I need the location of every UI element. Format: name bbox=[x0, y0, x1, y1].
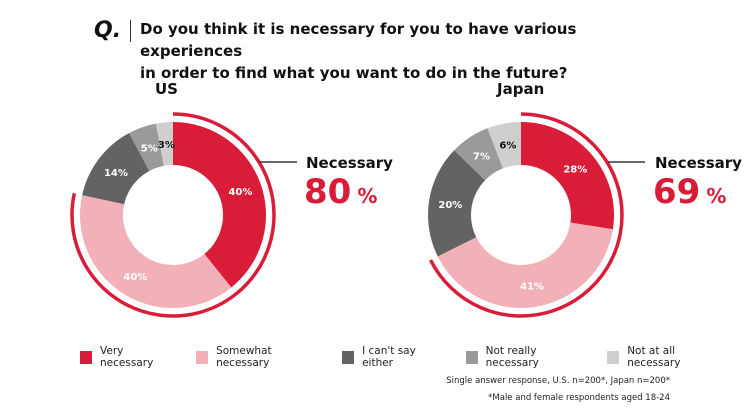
divider bbox=[130, 20, 131, 42]
legend-swatch bbox=[196, 350, 209, 364]
note-respondents: *Male and female respondents aged 18-24 bbox=[488, 393, 670, 403]
legend-item: Not really necessary bbox=[465, 345, 586, 369]
slice-label: 7% bbox=[473, 151, 490, 162]
title-line-1: Do you think it is necessary for you to … bbox=[140, 20, 577, 60]
legend-swatch bbox=[80, 350, 93, 364]
donut-slice bbox=[428, 150, 486, 257]
legend-item: I can't say either bbox=[342, 345, 444, 369]
slice-label: 20% bbox=[438, 200, 462, 211]
legend-label: Somewhat necessary bbox=[216, 345, 272, 369]
japan-title: Japan bbox=[497, 80, 545, 98]
slice-label: 14% bbox=[104, 168, 128, 179]
donut-slice bbox=[454, 128, 503, 181]
legend-label: Very necessary bbox=[100, 345, 154, 369]
legend-swatch bbox=[342, 350, 355, 364]
note-sample: Single answer response, U.S. n=200*, Jap… bbox=[446, 376, 670, 386]
donut-slice bbox=[155, 122, 173, 166]
japan-necessary-label: Necessary bbox=[655, 154, 742, 172]
legend-swatch bbox=[607, 350, 620, 364]
donut-slice bbox=[173, 122, 266, 288]
question-mark: Q. bbox=[94, 18, 122, 43]
title-line-2: in order to find what you want to do in … bbox=[140, 64, 568, 82]
slice-label: 5% bbox=[141, 144, 158, 155]
slice-label: 40% bbox=[228, 187, 252, 198]
legend-label: I can't say either bbox=[362, 345, 416, 369]
us-necessary-label: Necessary bbox=[306, 154, 393, 172]
donut-slice bbox=[82, 133, 150, 205]
donut-slice bbox=[521, 122, 615, 230]
necessary-arc bbox=[70, 112, 276, 318]
percent-sign: % bbox=[706, 184, 727, 208]
japan-necessary-total: 69% bbox=[653, 172, 726, 212]
slice-label: 3% bbox=[158, 140, 175, 151]
donut-slice bbox=[437, 222, 613, 308]
legend-swatch bbox=[465, 350, 478, 364]
us-title: US bbox=[155, 80, 178, 98]
legend-label: Not at all necessary bbox=[627, 345, 681, 369]
us-necessary-value: 80 bbox=[304, 172, 352, 212]
donut-slice bbox=[80, 195, 232, 308]
donut-slice bbox=[129, 123, 164, 171]
necessary-arc bbox=[429, 112, 624, 318]
slice-label: 6% bbox=[499, 141, 516, 152]
legend-label: Not really necessary bbox=[485, 345, 539, 369]
slice-label: 41% bbox=[520, 282, 544, 293]
donut-slice bbox=[487, 122, 521, 169]
legend-item: Very necessary bbox=[80, 345, 174, 369]
slice-label: 40% bbox=[123, 272, 147, 283]
legend-item: Somewhat necessary bbox=[196, 345, 320, 369]
us-necessary-total: 80% bbox=[304, 172, 377, 212]
japan-necessary-value: 69 bbox=[653, 172, 701, 212]
legend-item: Not at all necessary bbox=[607, 345, 724, 369]
slice-label: 28% bbox=[563, 164, 587, 175]
question-title: Do you think it is necessary for you to … bbox=[140, 18, 660, 84]
percent-sign: % bbox=[357, 184, 378, 208]
legend: Very necessary Somewhat necessary I can'… bbox=[80, 345, 746, 369]
